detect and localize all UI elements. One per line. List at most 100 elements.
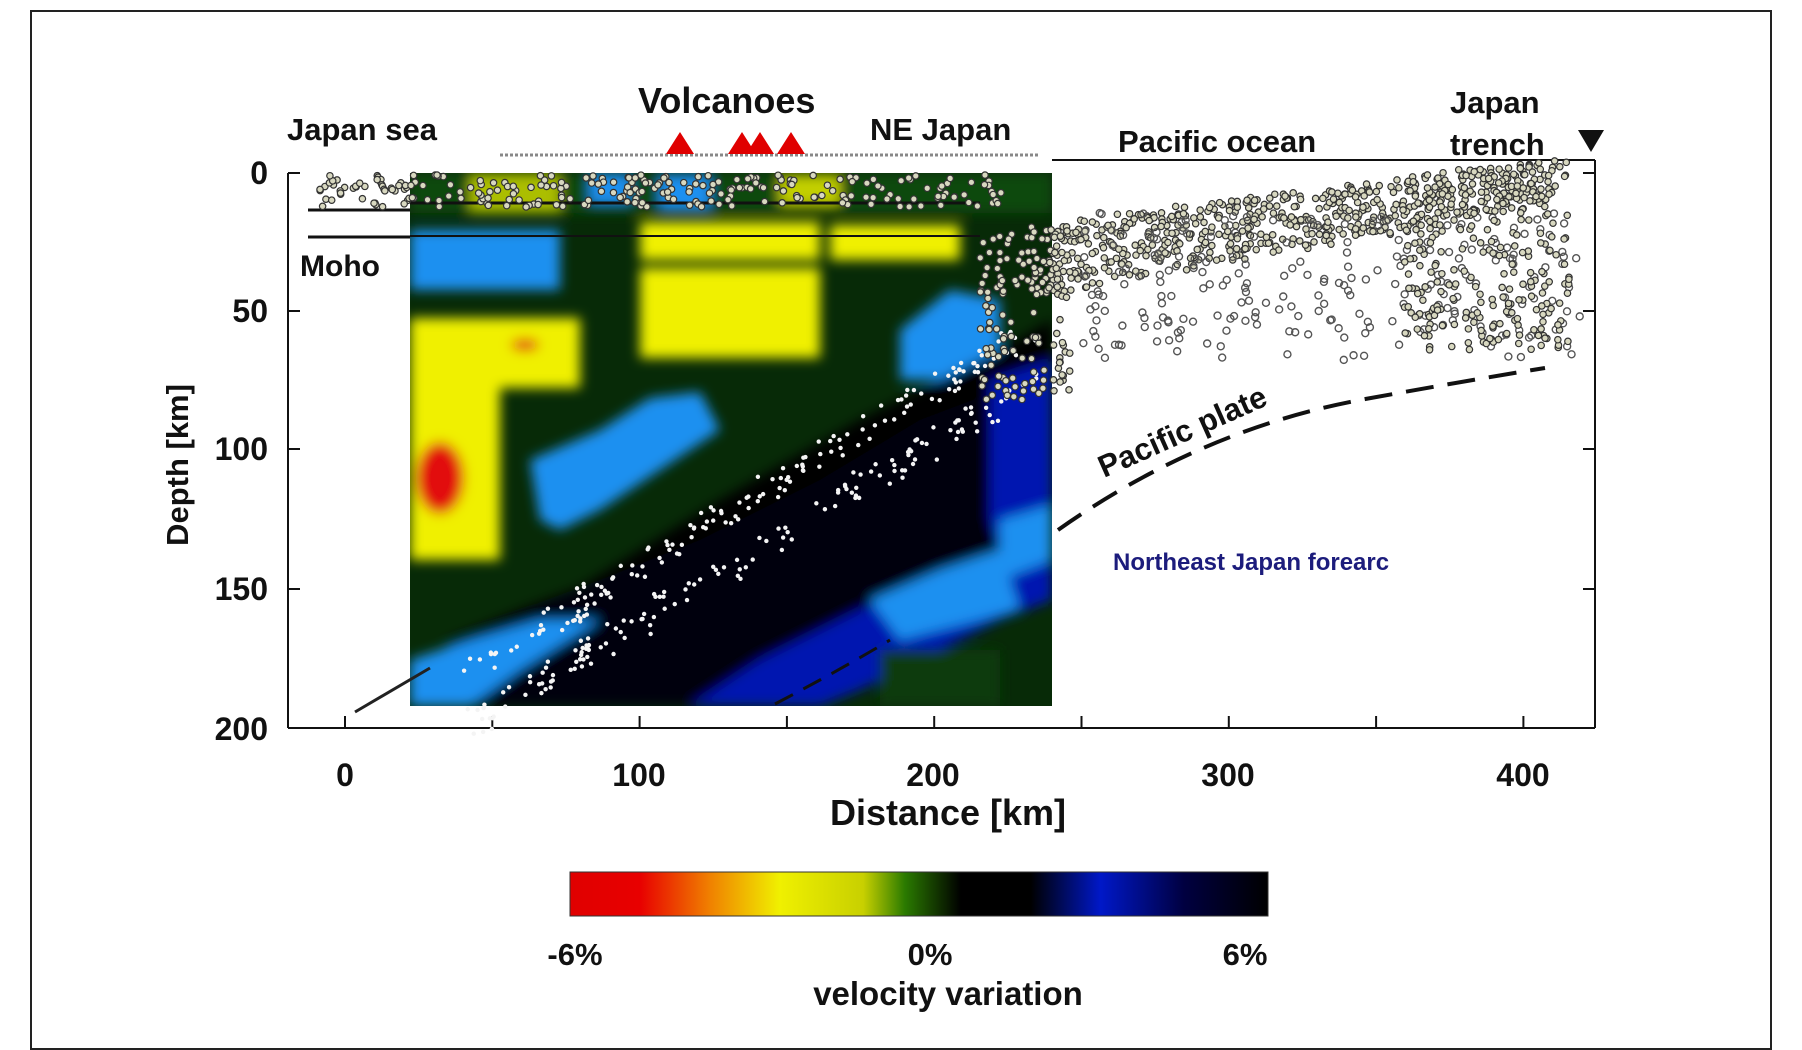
hypocenter-dot — [557, 178, 566, 187]
hypocenter-dot — [1201, 238, 1210, 247]
hypocenter-dot — [973, 420, 978, 425]
hypocenter-dot — [1382, 216, 1391, 226]
hypocenter-dot — [588, 661, 594, 666]
hypocenter-dot — [1438, 321, 1447, 330]
hypocenter-dot — [787, 479, 793, 484]
hypocenter-dot — [1268, 216, 1278, 225]
hypocenter-dot — [853, 495, 858, 501]
hypocenter-dot — [779, 187, 788, 195]
hypocenter-dot — [482, 702, 487, 707]
hypocenter-dot — [1000, 347, 1009, 356]
hypocenter-dot — [932, 371, 938, 376]
hypocenter-dot — [400, 199, 408, 208]
plot-axes — [287, 159, 1596, 729]
hypocenter-dot — [1314, 306, 1323, 316]
hypocenter-dot — [1458, 200, 1467, 209]
hypocenter-dot — [685, 188, 693, 196]
hypocenter-dot — [316, 185, 324, 194]
hypocenter-dot — [1021, 379, 1029, 388]
hypocenter-dot — [489, 726, 495, 732]
hypocenter-dot — [1473, 308, 1482, 317]
hypocenter-dot — [1438, 227, 1446, 235]
hypocenter-dot — [1450, 216, 1458, 224]
colorbar-mid-label: 0% — [908, 937, 953, 972]
hypocenter-dot — [571, 600, 577, 605]
hypocenter-dot — [1360, 192, 1368, 200]
hypocenter-dot — [1368, 216, 1378, 226]
hypocenter-dot — [1131, 241, 1139, 249]
hypocenter-dot — [1487, 237, 1496, 246]
hypocenter-dot — [1125, 271, 1134, 279]
hypocenter-dot — [800, 464, 806, 469]
hypocenter-dot — [651, 614, 657, 620]
hypocenter-dot — [503, 704, 508, 709]
hypocenter-dot — [515, 196, 523, 204]
hypocenter-dot — [1269, 248, 1278, 256]
hypocenter-dot — [684, 597, 690, 603]
hypocenter-dot — [892, 417, 897, 422]
hypocenter-dot — [869, 193, 877, 202]
hypocenter-dot — [860, 414, 866, 419]
x-tick-label: 400 — [1496, 757, 1549, 793]
hypocenter-dot — [1509, 170, 1518, 179]
hypocenter-dot — [1477, 326, 1485, 335]
hypocenter-dot — [1562, 307, 1572, 316]
hypocenter-dot — [1447, 200, 1455, 208]
hypocenter-dot — [336, 189, 345, 197]
hypocenter-dot — [1445, 281, 1453, 289]
hypocenter-dot — [1130, 215, 1138, 223]
hypocenter-dot — [1023, 276, 1032, 284]
hypocenter-dot — [605, 621, 610, 627]
hypocenter-dot — [1025, 257, 1033, 266]
hypocenter-dot — [1029, 368, 1038, 376]
hypocenter-dot — [584, 196, 593, 205]
hypocenter-dot — [1140, 322, 1149, 332]
hypocenter-dot — [1157, 209, 1166, 217]
hypocenter-dot — [461, 668, 467, 673]
hypocenter-dot — [832, 503, 838, 509]
hypocenter-dot — [1029, 385, 1038, 394]
hypocenter-dot — [381, 187, 389, 195]
hypocenter-dot — [1045, 284, 1053, 292]
hypocenter-dot — [598, 592, 604, 597]
hypocenter-dot — [585, 636, 591, 641]
hypocenter-dot — [980, 180, 989, 189]
hypocenter-dot — [856, 495, 862, 501]
hypocenter-dot — [1489, 322, 1497, 330]
hypocenter-dot — [703, 526, 708, 531]
hypocenter-dot — [975, 370, 981, 375]
hypocenter-dot — [867, 436, 872, 441]
hypocenter-dot — [395, 181, 403, 190]
x-axis-title: Distance [km] — [830, 792, 1066, 833]
hypocenter-dot — [1426, 217, 1434, 226]
hypocenter-dot — [1063, 227, 1071, 235]
hypocenter-dot — [662, 606, 667, 611]
hypocenter-dot — [1413, 289, 1422, 298]
hypocenter-dot — [983, 288, 992, 296]
hypocenter-dot — [1086, 305, 1095, 314]
hypocenter-dot — [1392, 200, 1400, 209]
hypocenter-dot — [1134, 272, 1144, 281]
hypocenter-dot — [746, 494, 751, 499]
hypocenter-dot — [527, 183, 535, 192]
hypocenter-dot — [1205, 203, 1214, 212]
hypocenter-dot — [715, 200, 723, 209]
hypocenter-dot — [1342, 248, 1352, 257]
hypocenter-dot — [1537, 325, 1545, 333]
hypocenter-dot — [1494, 335, 1503, 344]
hypocenter-dot — [902, 410, 907, 415]
hypocenter-dot — [1164, 336, 1174, 345]
hypocenter-dot — [1404, 302, 1413, 311]
hypocenter-dot — [1433, 306, 1442, 314]
hypocenter-dot — [1556, 162, 1564, 171]
hypocenter-dot — [1157, 299, 1167, 308]
hypocenter-dot — [1439, 168, 1447, 177]
label-pacific-ocean: Pacific ocean — [1118, 124, 1316, 159]
hypocenter-dot — [1417, 221, 1425, 230]
hypocenter-dot — [1259, 205, 1268, 213]
hypocenter-dot — [1513, 314, 1522, 323]
hypocenter-dot — [755, 499, 761, 504]
hypocenter-dot — [1411, 192, 1420, 200]
hypocenter-dot — [433, 171, 441, 179]
